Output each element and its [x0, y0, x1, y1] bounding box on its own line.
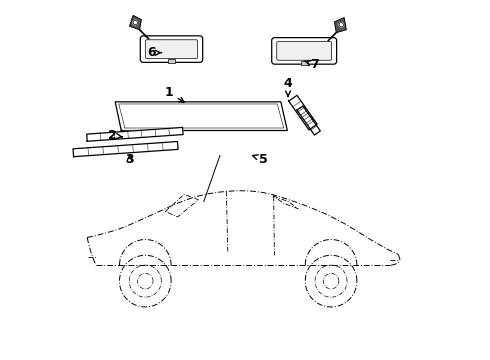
Polygon shape [87, 127, 183, 141]
FancyBboxPatch shape [277, 41, 332, 60]
Polygon shape [115, 102, 287, 131]
Circle shape [133, 21, 137, 25]
Text: 6: 6 [147, 46, 162, 59]
Text: 1: 1 [164, 86, 184, 102]
Polygon shape [73, 141, 178, 157]
FancyBboxPatch shape [272, 38, 337, 64]
FancyBboxPatch shape [140, 36, 203, 62]
Polygon shape [289, 95, 317, 130]
Polygon shape [297, 106, 320, 135]
Text: 4: 4 [284, 77, 293, 96]
Text: 2: 2 [108, 129, 122, 142]
Polygon shape [335, 18, 346, 33]
Bar [300, 60, 308, 65]
Bar [168, 59, 175, 63]
Polygon shape [129, 15, 141, 30]
Text: 3: 3 [125, 153, 134, 166]
Text: 7: 7 [305, 58, 319, 71]
FancyBboxPatch shape [146, 40, 197, 58]
Circle shape [339, 23, 343, 27]
Text: 5: 5 [253, 153, 268, 166]
